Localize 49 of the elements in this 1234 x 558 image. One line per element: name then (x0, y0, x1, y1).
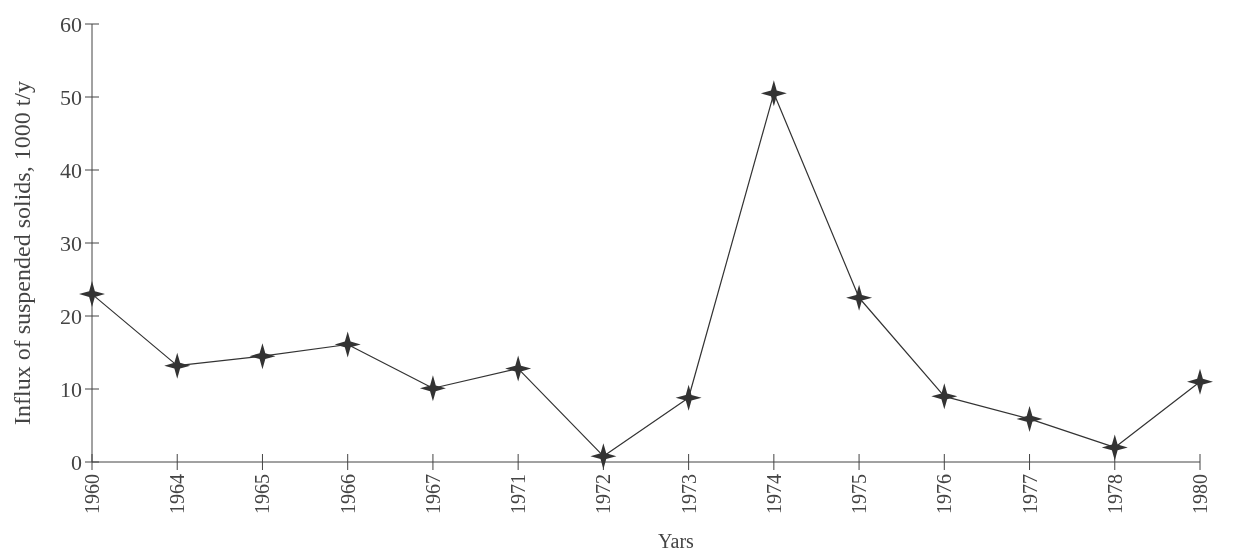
point (419, 375, 446, 402)
y-tick-label: 50 (60, 84, 82, 110)
y-axis-title: Influx of suspended solids, 1000 t/y (9, 81, 35, 425)
axis-tick: 1965 (251, 453, 274, 514)
point (164, 352, 191, 379)
axis-tick: 1966 (336, 453, 359, 514)
y-tick-label: 40 (60, 157, 82, 183)
y-tick-label: 20 (60, 303, 82, 329)
x-tick-label: 1964 (166, 474, 189, 514)
y-tick-label: 30 (60, 230, 82, 256)
axis-tick: 1973 (677, 453, 700, 514)
axis-tick: 1975 (848, 453, 871, 514)
point (675, 384, 702, 411)
x-tick-label: 1965 (251, 474, 274, 514)
x-tick-label: 1980 (1189, 474, 1211, 514)
x-tick-label: 1976 (933, 474, 956, 514)
point (931, 383, 958, 410)
axis-tick: 1980 (1189, 453, 1211, 514)
x-tick-label: 1974 (762, 474, 785, 514)
x-tick-label: 1967 (421, 474, 444, 514)
axis-tick: 1974 (762, 453, 785, 514)
y-tick-label: 0 (71, 449, 82, 475)
point (249, 343, 276, 370)
y-tick-label: 60 (60, 11, 82, 37)
axis-tick: 1964 (166, 453, 189, 514)
point (1187, 368, 1213, 395)
axis-tick: 1960 (81, 453, 103, 514)
x-tick-label: 1975 (848, 474, 871, 514)
x-axis-title: Yars (658, 530, 695, 552)
point (760, 80, 787, 107)
point (505, 355, 532, 382)
axis-tick: 1977 (1018, 453, 1041, 514)
x-tick-label: 1960 (81, 474, 103, 514)
x-tick-label: 1966 (336, 474, 359, 514)
point (334, 331, 361, 358)
point (1101, 434, 1128, 461)
x-tick-label: 1978 (1103, 474, 1126, 514)
point (590, 443, 617, 470)
axis-tick: 1971 (507, 453, 530, 514)
axis-tick: 1967 (421, 453, 444, 514)
x-tick-label: 1971 (507, 474, 530, 514)
y-tick-label: 10 (60, 376, 82, 402)
axis-tick: 1976 (933, 453, 956, 514)
x-tick-label: 1972 (592, 474, 615, 514)
x-tick-label: 1973 (677, 474, 700, 514)
point (846, 284, 873, 311)
point (79, 281, 105, 308)
point (1016, 405, 1043, 432)
x-tick-label: 1977 (1018, 474, 1041, 514)
